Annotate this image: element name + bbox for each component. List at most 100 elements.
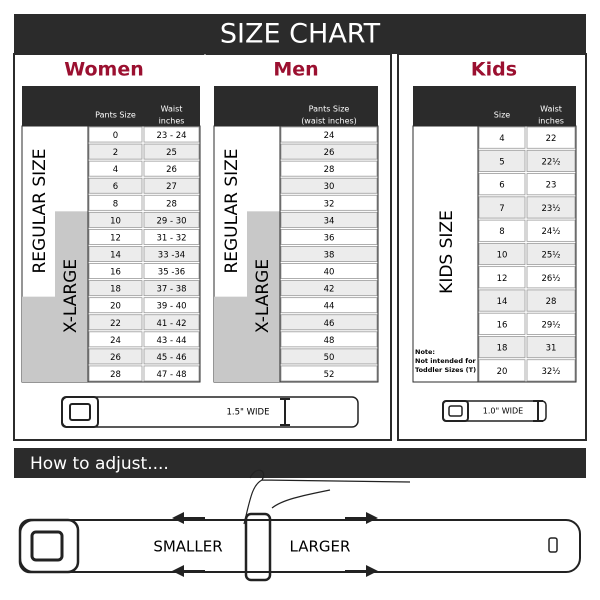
column-header: inches xyxy=(159,117,185,126)
note: Note: xyxy=(415,348,435,356)
cell xyxy=(526,289,576,312)
cell-text: 25 xyxy=(166,148,177,158)
cell xyxy=(478,219,526,242)
cell-text: 44 xyxy=(324,302,335,312)
cell-text: 34 xyxy=(324,216,335,226)
cell xyxy=(478,149,526,172)
cell xyxy=(143,348,200,365)
cell xyxy=(143,331,200,348)
column-header: Waist xyxy=(540,105,562,114)
cell xyxy=(280,160,378,177)
cell xyxy=(478,173,526,196)
cell xyxy=(478,359,526,382)
belt-adult xyxy=(61,396,359,428)
cell xyxy=(88,314,143,331)
cell xyxy=(478,266,526,289)
column-header: inches xyxy=(538,117,564,126)
cell xyxy=(143,228,200,245)
cell-text: 35 -36 xyxy=(158,268,185,278)
cell-text: 26 xyxy=(166,165,177,175)
column-header: (waist inches) xyxy=(301,117,357,126)
cell-text: 6 xyxy=(113,182,118,192)
cell-text: 16 xyxy=(497,320,508,330)
belt-adjust xyxy=(18,469,581,582)
cell-text: 12 xyxy=(497,274,508,284)
adjust-heading: How to adjust.... xyxy=(30,454,169,474)
cell-text: 28 xyxy=(110,370,121,380)
cell-text: 4 xyxy=(499,134,504,144)
cell-text: 18 xyxy=(497,344,508,354)
cell xyxy=(280,246,378,262)
cell xyxy=(88,211,143,228)
kids-heading: Kids xyxy=(471,59,517,81)
cell xyxy=(88,331,143,348)
cell-text: 7 xyxy=(499,204,504,214)
cell xyxy=(280,331,378,348)
cell-text: 4 xyxy=(113,165,118,175)
cell xyxy=(526,173,576,196)
cell xyxy=(280,177,378,194)
cell xyxy=(280,228,378,245)
smaller-label: SMALLER xyxy=(153,538,222,556)
cell xyxy=(526,196,576,219)
cell xyxy=(88,246,143,262)
cell xyxy=(280,348,378,365)
cell-text: 38 xyxy=(324,251,335,261)
cell xyxy=(143,143,200,160)
title-bar xyxy=(14,14,586,54)
cell-text: 22 xyxy=(546,134,557,144)
cell-text: 8 xyxy=(499,227,504,237)
kids-panel xyxy=(397,53,587,441)
cell xyxy=(526,219,576,242)
cell xyxy=(88,126,143,143)
cell xyxy=(280,263,378,279)
women-heading: Women xyxy=(64,59,144,81)
cell xyxy=(143,160,200,177)
cell xyxy=(88,280,143,297)
cell-text: 26 xyxy=(110,353,121,363)
belt-width: 1.5" WIDE xyxy=(227,408,270,418)
cell-text: 29½ xyxy=(541,320,560,330)
cell xyxy=(143,211,200,228)
note: Not intended for xyxy=(415,357,477,365)
title: SIZE CHART xyxy=(220,19,381,50)
cell xyxy=(478,196,526,219)
cell xyxy=(88,365,143,382)
cell xyxy=(88,143,143,160)
cell-text: 6 xyxy=(499,181,504,191)
cell-text: 43 - 44 xyxy=(156,336,186,346)
column-header: Size xyxy=(494,111,511,120)
cell-text: 37 - 38 xyxy=(156,285,186,295)
table-border xyxy=(87,125,201,383)
adult-panel xyxy=(13,53,392,441)
cell-text: 33 -34 xyxy=(158,251,185,261)
cell-text: 25½ xyxy=(541,251,560,261)
cell-text: 22 xyxy=(110,319,121,329)
cell-text: 0 xyxy=(113,131,118,141)
cell-text: 40 xyxy=(324,268,335,278)
side-label: REGULAR SIZE xyxy=(222,148,242,273)
xlarge-area xyxy=(22,296,88,382)
column-header: Waist xyxy=(161,105,183,114)
adjust-bar xyxy=(14,448,586,478)
xlarge-area xyxy=(214,296,280,382)
cell-text: 23 - 24 xyxy=(156,131,186,141)
cell-text: 28 xyxy=(324,165,335,175)
cell-text: 27 xyxy=(166,182,177,192)
men-heading: Men xyxy=(273,59,318,81)
cell xyxy=(526,126,576,149)
cell-text: 16 xyxy=(110,268,121,278)
cell-text: 10 xyxy=(497,251,508,261)
belt-kids xyxy=(442,400,547,422)
cell-text: 48 xyxy=(324,336,335,346)
cell xyxy=(478,242,526,266)
cell-text: 36 xyxy=(324,233,335,243)
cell xyxy=(280,297,378,314)
column-header: Pants Size xyxy=(309,105,350,114)
cell xyxy=(88,194,143,211)
cell-text: 14 xyxy=(497,297,508,307)
cell-text: 39 - 40 xyxy=(156,302,186,312)
cell-text: 31 xyxy=(546,344,557,354)
cell xyxy=(526,336,576,359)
